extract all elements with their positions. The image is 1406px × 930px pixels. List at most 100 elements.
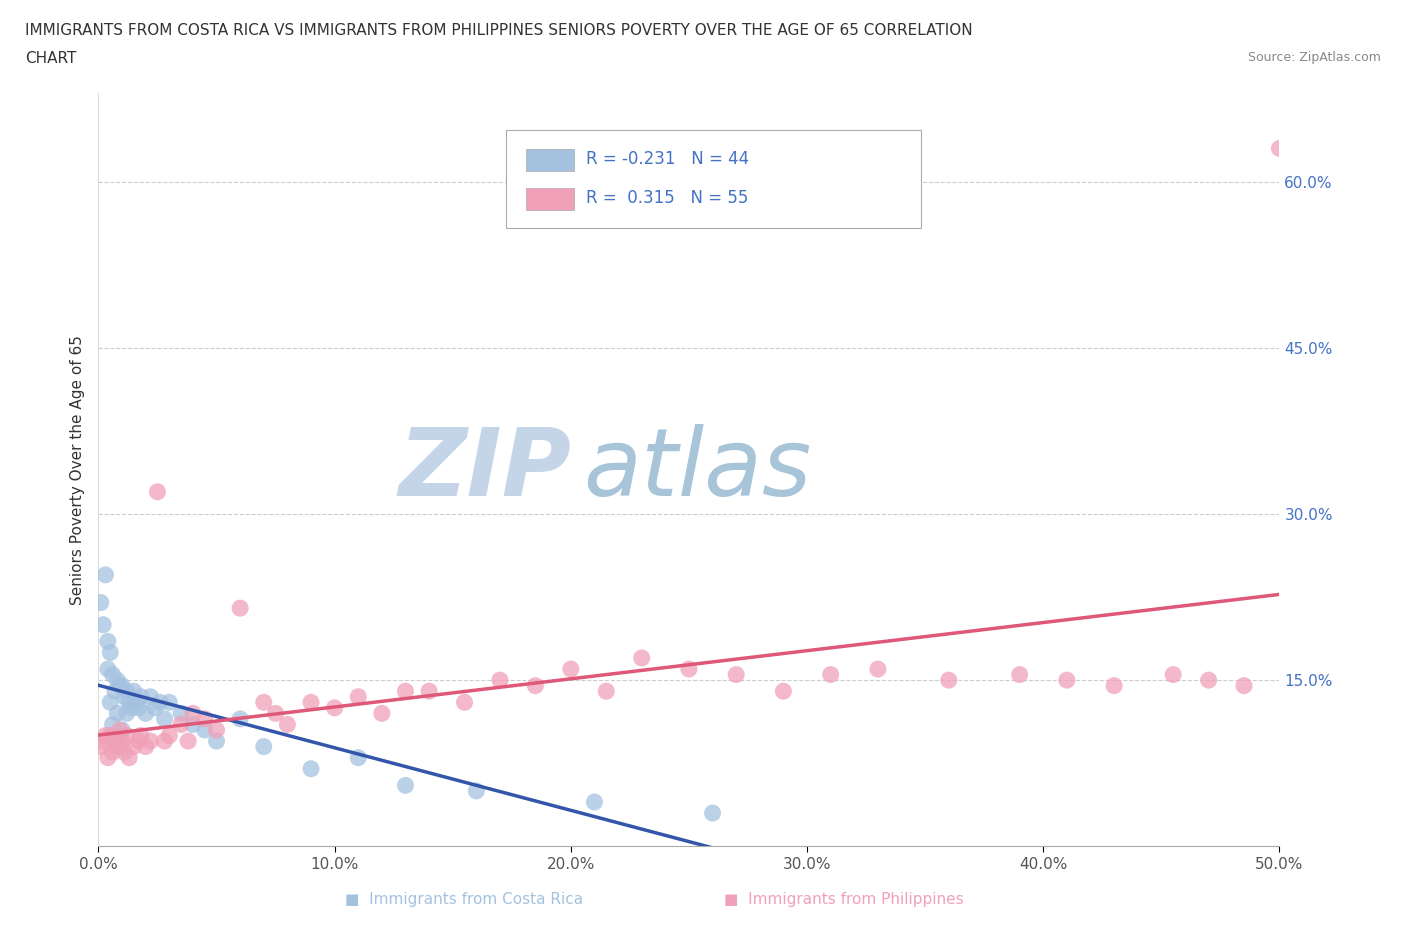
Point (128, 700, 150, 715)
Point (108, 678, 131, 693)
Point (139, 734, 162, 749)
Point (276, 717, 298, 732)
Point (157, 695, 180, 710)
Point (98, 645, 121, 660)
Point (115, 684, 138, 698)
Point (453, 695, 475, 710)
Point (105, 672, 128, 687)
Point (418, 684, 440, 698)
Point (97, 634, 120, 649)
Point (121, 700, 143, 715)
Point (170, 717, 193, 732)
Point (91, 734, 114, 749)
Point (157, 728, 180, 743)
Point (299, 695, 322, 710)
Point (205, 723, 228, 737)
Point (253, 739, 276, 754)
Point (725, 667, 748, 682)
Point (1198, 672, 1220, 687)
Point (772, 684, 794, 698)
Point (153, 711, 176, 726)
Point (678, 661, 700, 676)
Point (104, 728, 127, 743)
Text: R =  0.315   N = 55: R = 0.315 N = 55 (586, 189, 748, 207)
Point (1008, 667, 1031, 682)
Point (170, 706, 193, 721)
Point (194, 723, 217, 737)
Point (229, 601, 252, 616)
Point (1233, 678, 1256, 693)
Point (181, 706, 204, 721)
Point (149, 695, 172, 710)
Point (177, 734, 200, 749)
Text: ZIP: ZIP (398, 424, 571, 515)
Point (125, 695, 148, 710)
Point (153, 734, 176, 749)
Point (105, 706, 128, 721)
Y-axis label: Seniors Poverty Over the Age of 65: Seniors Poverty Over the Age of 65 (69, 335, 84, 604)
Point (299, 762, 322, 777)
Point (146, 485, 169, 499)
Point (108, 723, 131, 737)
Point (560, 661, 582, 676)
Text: CHART: CHART (25, 51, 77, 66)
Point (143, 700, 166, 715)
Point (129, 728, 152, 743)
Point (371, 706, 394, 721)
Point (118, 751, 141, 765)
Text: IMMIGRANTS FROM COSTA RICA VS IMMIGRANTS FROM PHILIPPINES SENIORS POVERTY OVER T: IMMIGRANTS FROM COSTA RICA VS IMMIGRANTS… (25, 23, 973, 38)
Point (97, 751, 120, 765)
Text: ■  Immigrants from Philippines: ■ Immigrants from Philippines (724, 892, 963, 907)
Point (394, 777, 416, 792)
Point (108, 739, 131, 754)
Point (866, 661, 889, 676)
Point (139, 689, 162, 704)
Point (118, 695, 141, 710)
Point (91, 618, 114, 632)
Point (112, 745, 135, 760)
Point (101, 745, 124, 760)
Point (229, 711, 252, 726)
Point (90, 595, 112, 610)
Text: Source: ZipAtlas.com: Source: ZipAtlas.com (1247, 51, 1381, 64)
Point (128, 734, 150, 749)
Point (1268, 141, 1291, 156)
Point (122, 684, 145, 698)
Point (115, 728, 138, 743)
Point (135, 706, 157, 721)
Point (94, 728, 117, 743)
Point (181, 717, 204, 732)
Point (489, 672, 512, 687)
Point (347, 689, 370, 704)
Point (205, 734, 228, 749)
Point (465, 783, 488, 798)
Point (111, 723, 134, 737)
Point (98, 728, 121, 743)
Point (253, 695, 276, 710)
Point (111, 678, 134, 693)
Point (129, 689, 152, 704)
Point (101, 717, 124, 732)
Text: ■  Immigrants from Costa Rica: ■ Immigrants from Costa Rica (344, 892, 583, 907)
Point (583, 794, 606, 809)
Point (524, 678, 547, 693)
Point (938, 672, 960, 687)
Point (104, 684, 127, 698)
Point (90, 739, 112, 754)
Point (702, 805, 724, 820)
Point (97, 661, 120, 676)
Text: R = -0.231   N = 44: R = -0.231 N = 44 (586, 150, 749, 168)
Text: atlas: atlas (582, 424, 811, 515)
Point (115, 706, 138, 721)
Point (820, 667, 842, 682)
Point (1056, 672, 1078, 687)
Point (98, 695, 121, 710)
Point (105, 739, 128, 754)
Point (112, 689, 135, 704)
Point (1102, 678, 1125, 693)
Point (323, 700, 346, 715)
Point (264, 706, 287, 721)
Point (630, 651, 652, 666)
Point (595, 684, 617, 698)
Point (1161, 667, 1184, 682)
